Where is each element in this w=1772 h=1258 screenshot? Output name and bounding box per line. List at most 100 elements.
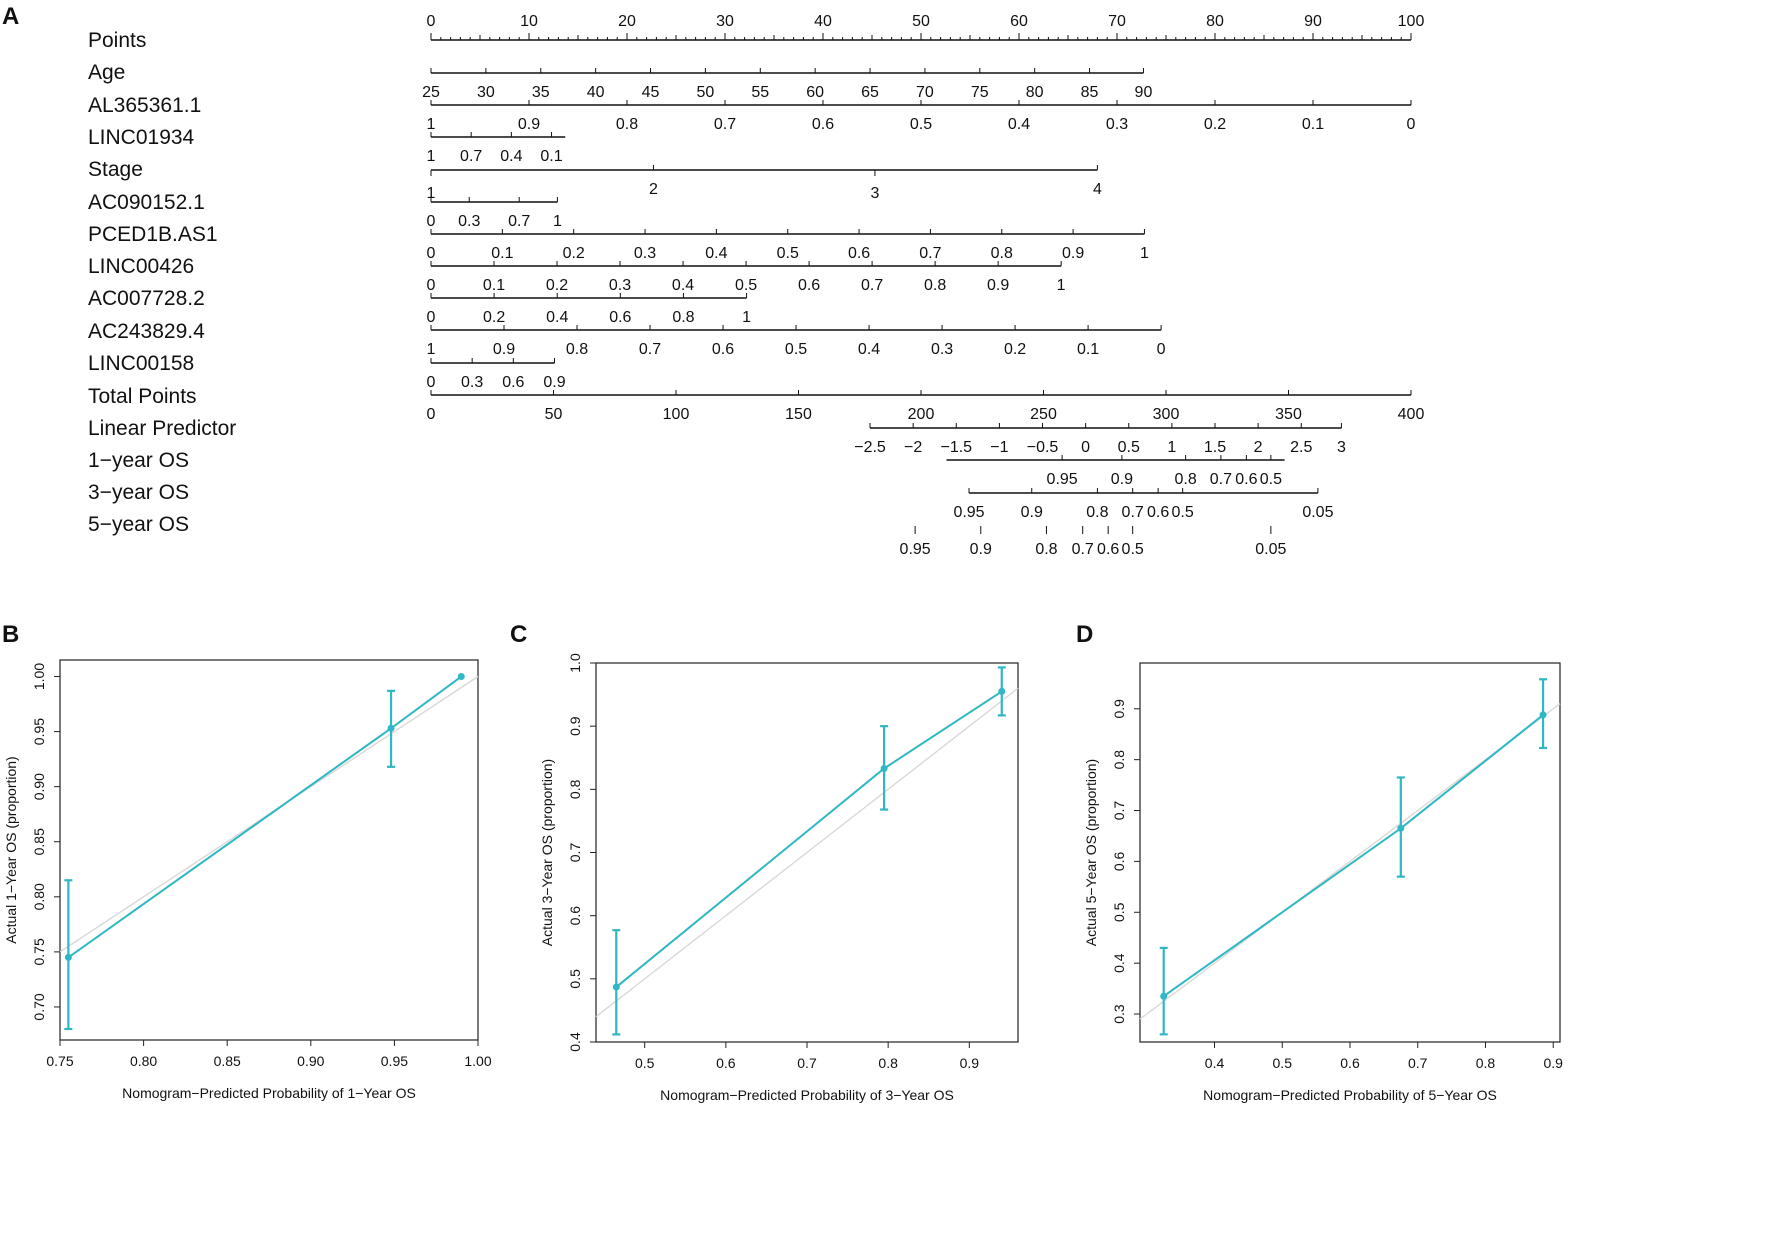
tick-label-linc00158: 0.3: [461, 374, 483, 391]
x-tick-label-d: 0.7: [1408, 1055, 1428, 1071]
tick-label-5-year-os: 0.05: [1255, 541, 1286, 558]
tick-label-age: 75: [971, 84, 989, 101]
tick-label-al365361-1: 0.7: [714, 116, 736, 133]
y-tick-label-c: 0.7: [567, 843, 583, 863]
y-tick-label-c: 0.5: [567, 969, 583, 989]
tick-label-linc00158: 0.9: [543, 374, 565, 391]
tick-label-total-points: 250: [1030, 406, 1057, 423]
row-label-linc01934: LINC01934: [88, 126, 195, 149]
tick-label-ac243829-4: 0.9: [493, 341, 515, 358]
tick-label-age: 50: [697, 84, 715, 101]
x-tick-label-b: 0.75: [46, 1053, 73, 1069]
tick-label-linear-predictor: −0.5: [1027, 439, 1059, 456]
tick-label-linc00426: 0.8: [924, 277, 946, 294]
tick-label-ac090152-1: 0: [427, 213, 436, 230]
tick-label-1-year-os: 0.5: [1260, 471, 1282, 488]
y-axis-title-c: Actual 3−Year OS (proportion): [539, 759, 555, 946]
tick-label-1-year-os: 0.9: [1111, 471, 1133, 488]
tick-label-points: 100: [1398, 13, 1425, 30]
tick-label-ac007728-2: 1: [742, 309, 751, 326]
tick-label-ac243829-4: 0.8: [566, 341, 588, 358]
tick-label-5-year-os: 0.7: [1072, 541, 1094, 558]
tick-label-ac243829-4: 0.1: [1077, 341, 1099, 358]
y-axis-title-b: Actual 1−Year OS (proportion): [3, 756, 19, 943]
tick-label-al365361-1: 0.3: [1106, 116, 1128, 133]
tick-label-total-points: 150: [785, 406, 812, 423]
row-label-linc00158: LINC00158: [88, 352, 194, 375]
tick-label-linc00426: 0.9: [987, 277, 1009, 294]
row-label-points: Points: [88, 29, 146, 52]
tick-label-1-year-os: 0.8: [1174, 471, 1196, 488]
tick-label-ac007728-2: 0.4: [546, 309, 568, 326]
calibration-line-d: [1163, 714, 1544, 998]
tick-label-linc00426: 0.5: [735, 277, 757, 294]
tick-label-linc00426: 0.3: [609, 277, 631, 294]
tick-label-linc00426: 1: [1057, 277, 1066, 294]
x-tick-label-d: 0.9: [1543, 1055, 1563, 1071]
row-label-al365361-1: AL365361.1: [88, 94, 201, 117]
tick-label-1-year-os: 0.7: [1210, 471, 1232, 488]
panel-letter-c: C: [510, 621, 527, 648]
y-tick-label-b: 0.75: [31, 938, 47, 965]
ideal-line-c: [595, 687, 1019, 1018]
tick-label-linear-predictor: 1: [1167, 439, 1176, 456]
tick-label-linear-predictor: 3: [1337, 439, 1346, 456]
data-point-b: [387, 724, 395, 732]
tick-label-3-year-os: 0.95: [953, 504, 984, 521]
tick-label-pced1b-as1: 0.4: [705, 245, 727, 262]
tick-label-linc00158: 0.6: [502, 374, 524, 391]
calibration-plot-3-year: 0.5 0.6 0.7 0.8 0.9 0.4 0.5 0.6 0.7 0.8 0.9 1.0 Nomo…: [539, 653, 1019, 1103]
tick-label-points: 30: [716, 13, 734, 30]
x-tick-label-b: 0.95: [381, 1053, 408, 1069]
plot-frame-b: [59, 659, 479, 1041]
tick-label-age: 40: [587, 84, 605, 101]
tick-label-total-points: 400: [1398, 406, 1425, 423]
row-label-pced1b-as1: PCED1B.AS1: [88, 223, 218, 246]
row-label-linear-predictor: Linear Predictor: [88, 417, 236, 440]
tick-label-linc00426: 0.4: [672, 277, 694, 294]
tick-label-al365361-1: 0.6: [812, 116, 834, 133]
tick-label-al365361-1: 0.8: [616, 116, 638, 133]
tick-label-linear-predictor: 0.5: [1118, 439, 1140, 456]
tick-label-pced1b-as1: 0.8: [991, 245, 1013, 262]
row-label-5-year-os: 5−year OS: [88, 513, 189, 536]
y-axis-title-d: Actual 5−Year OS (proportion): [1083, 759, 1099, 946]
tick-label-linc01934: 0.4: [500, 148, 522, 165]
tick-label-ac243829-4: 1: [427, 341, 436, 358]
tick-label-5-year-os: 0.6: [1097, 541, 1119, 558]
tick-label-pced1b-as1: 1: [1140, 245, 1149, 262]
y-tick-label-d: 0.5: [1111, 902, 1127, 922]
tick-label-linc00426: 0: [427, 277, 436, 294]
data-point-b: [64, 953, 72, 961]
tick-label-points: 20: [618, 13, 636, 30]
tick-label-5-year-os: 0.5: [1122, 541, 1144, 558]
y-tick-label-c: 0.9: [567, 716, 583, 736]
data-point-c: [612, 983, 620, 991]
row-label-ac007728-2: AC007728.2: [88, 287, 205, 310]
y-tick-label-b: 0.85: [31, 828, 47, 855]
tick-label-3-year-os: 0.5: [1172, 504, 1194, 521]
row-label-1-year-os: 1−year OS: [88, 449, 189, 472]
data-point-c: [998, 687, 1006, 695]
tick-label-stage: 1: [427, 185, 436, 202]
tick-label-5-year-os: 0.9: [970, 541, 992, 558]
tick-label-5-year-os: 0.8: [1035, 541, 1057, 558]
x-axis-title-d: Nomogram−Predicted Probability of 5−Year…: [1203, 1087, 1497, 1103]
tick-label-3-year-os: 0.8: [1086, 504, 1108, 521]
tick-label-ac090152-1: 0.7: [508, 213, 530, 230]
row-label-ac090152-1: AC090152.1: [88, 191, 205, 214]
tick-label-points: 0: [427, 13, 436, 30]
tick-label-age: 60: [806, 84, 824, 101]
tick-label-3-year-os: 0.9: [1021, 504, 1043, 521]
data-point-b: [457, 673, 465, 681]
tick-label-linc01934: 0.1: [540, 148, 562, 165]
y-tick-label-d: 0.7: [1111, 801, 1127, 821]
tick-label-points: 90: [1304, 13, 1322, 30]
tick-label-total-points: 300: [1153, 406, 1180, 423]
tick-label-ac243829-4: 0.6: [712, 341, 734, 358]
x-axis-title-b: Nomogram−Predicted Probability of 1−Year…: [122, 1085, 416, 1101]
x-tick-label-d: 0.8: [1476, 1055, 1496, 1071]
tick-label-al365361-1: 0.5: [910, 116, 932, 133]
tick-label-linear-predictor: −2: [904, 439, 922, 456]
